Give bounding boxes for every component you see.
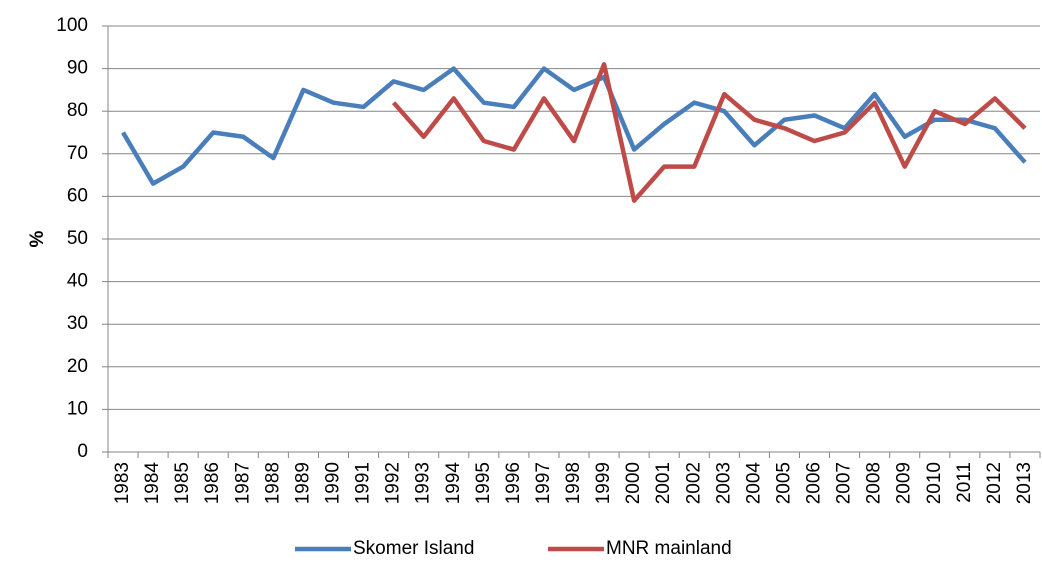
x-tick-label: 1990 [322,462,343,504]
line-series [391,62,1027,203]
y-tick-label: 90 [67,58,88,79]
x-tick-label: 1996 [503,462,524,504]
x-tick-label: 2002 [683,462,704,504]
x-tick-label: 1984 [142,462,163,505]
x-tick-label: 1991 [353,462,374,504]
x-tick-label: 1985 [172,462,193,504]
x-tick-label: 2004 [743,462,764,505]
x-tick-label: 2006 [804,462,825,504]
x-tick-label: 1998 [563,462,584,504]
x-tick-label: 2013 [1014,462,1035,504]
x-tick-label: 1995 [473,462,494,504]
y-tick-label: 80 [67,100,88,121]
y-tick-label: 0 [77,441,88,462]
x-tick-label: 2000 [623,462,644,504]
legend-label: MNR mainland [606,538,732,559]
x-tick-label: 2001 [653,462,674,504]
y-tick-label: 100 [56,15,88,36]
y-tick-label: 20 [67,356,88,377]
x-tick-label: 1993 [413,462,434,504]
x-tick-label: 1987 [232,462,253,504]
y-tick-label: 30 [67,313,88,334]
x-tick-label: 1989 [292,462,313,504]
x-tick-label: 1997 [533,462,554,504]
y-tick-label: 60 [67,185,88,206]
x-tick-label: 1999 [593,462,614,504]
y-tick-label: 10 [67,398,88,419]
x-tick-label: 2009 [894,462,915,504]
x-tick-label: 1986 [202,462,223,504]
x-tick-label: 2008 [864,462,885,504]
x-tick-label: 1994 [443,462,464,505]
y-tick-label: 40 [67,271,88,292]
y-tick-label: 70 [67,143,88,164]
x-tick-label: 1983 [112,462,133,504]
line-series [121,66,1027,186]
x-tick-label: 1988 [262,462,283,504]
x-tick-label: 1992 [383,462,404,504]
x-tick-label: 2012 [984,462,1005,504]
x-tick-label: 2010 [924,462,945,504]
y-axis-label: % [27,230,48,247]
x-tick-label: 2005 [773,462,794,504]
y-tick-label: 50 [67,228,88,249]
legend-label: Skomer Island [353,538,474,559]
x-tick-label: 2007 [834,462,855,504]
x-tick-label: 2011 [954,462,975,503]
x-tick-label: 2003 [713,462,734,504]
